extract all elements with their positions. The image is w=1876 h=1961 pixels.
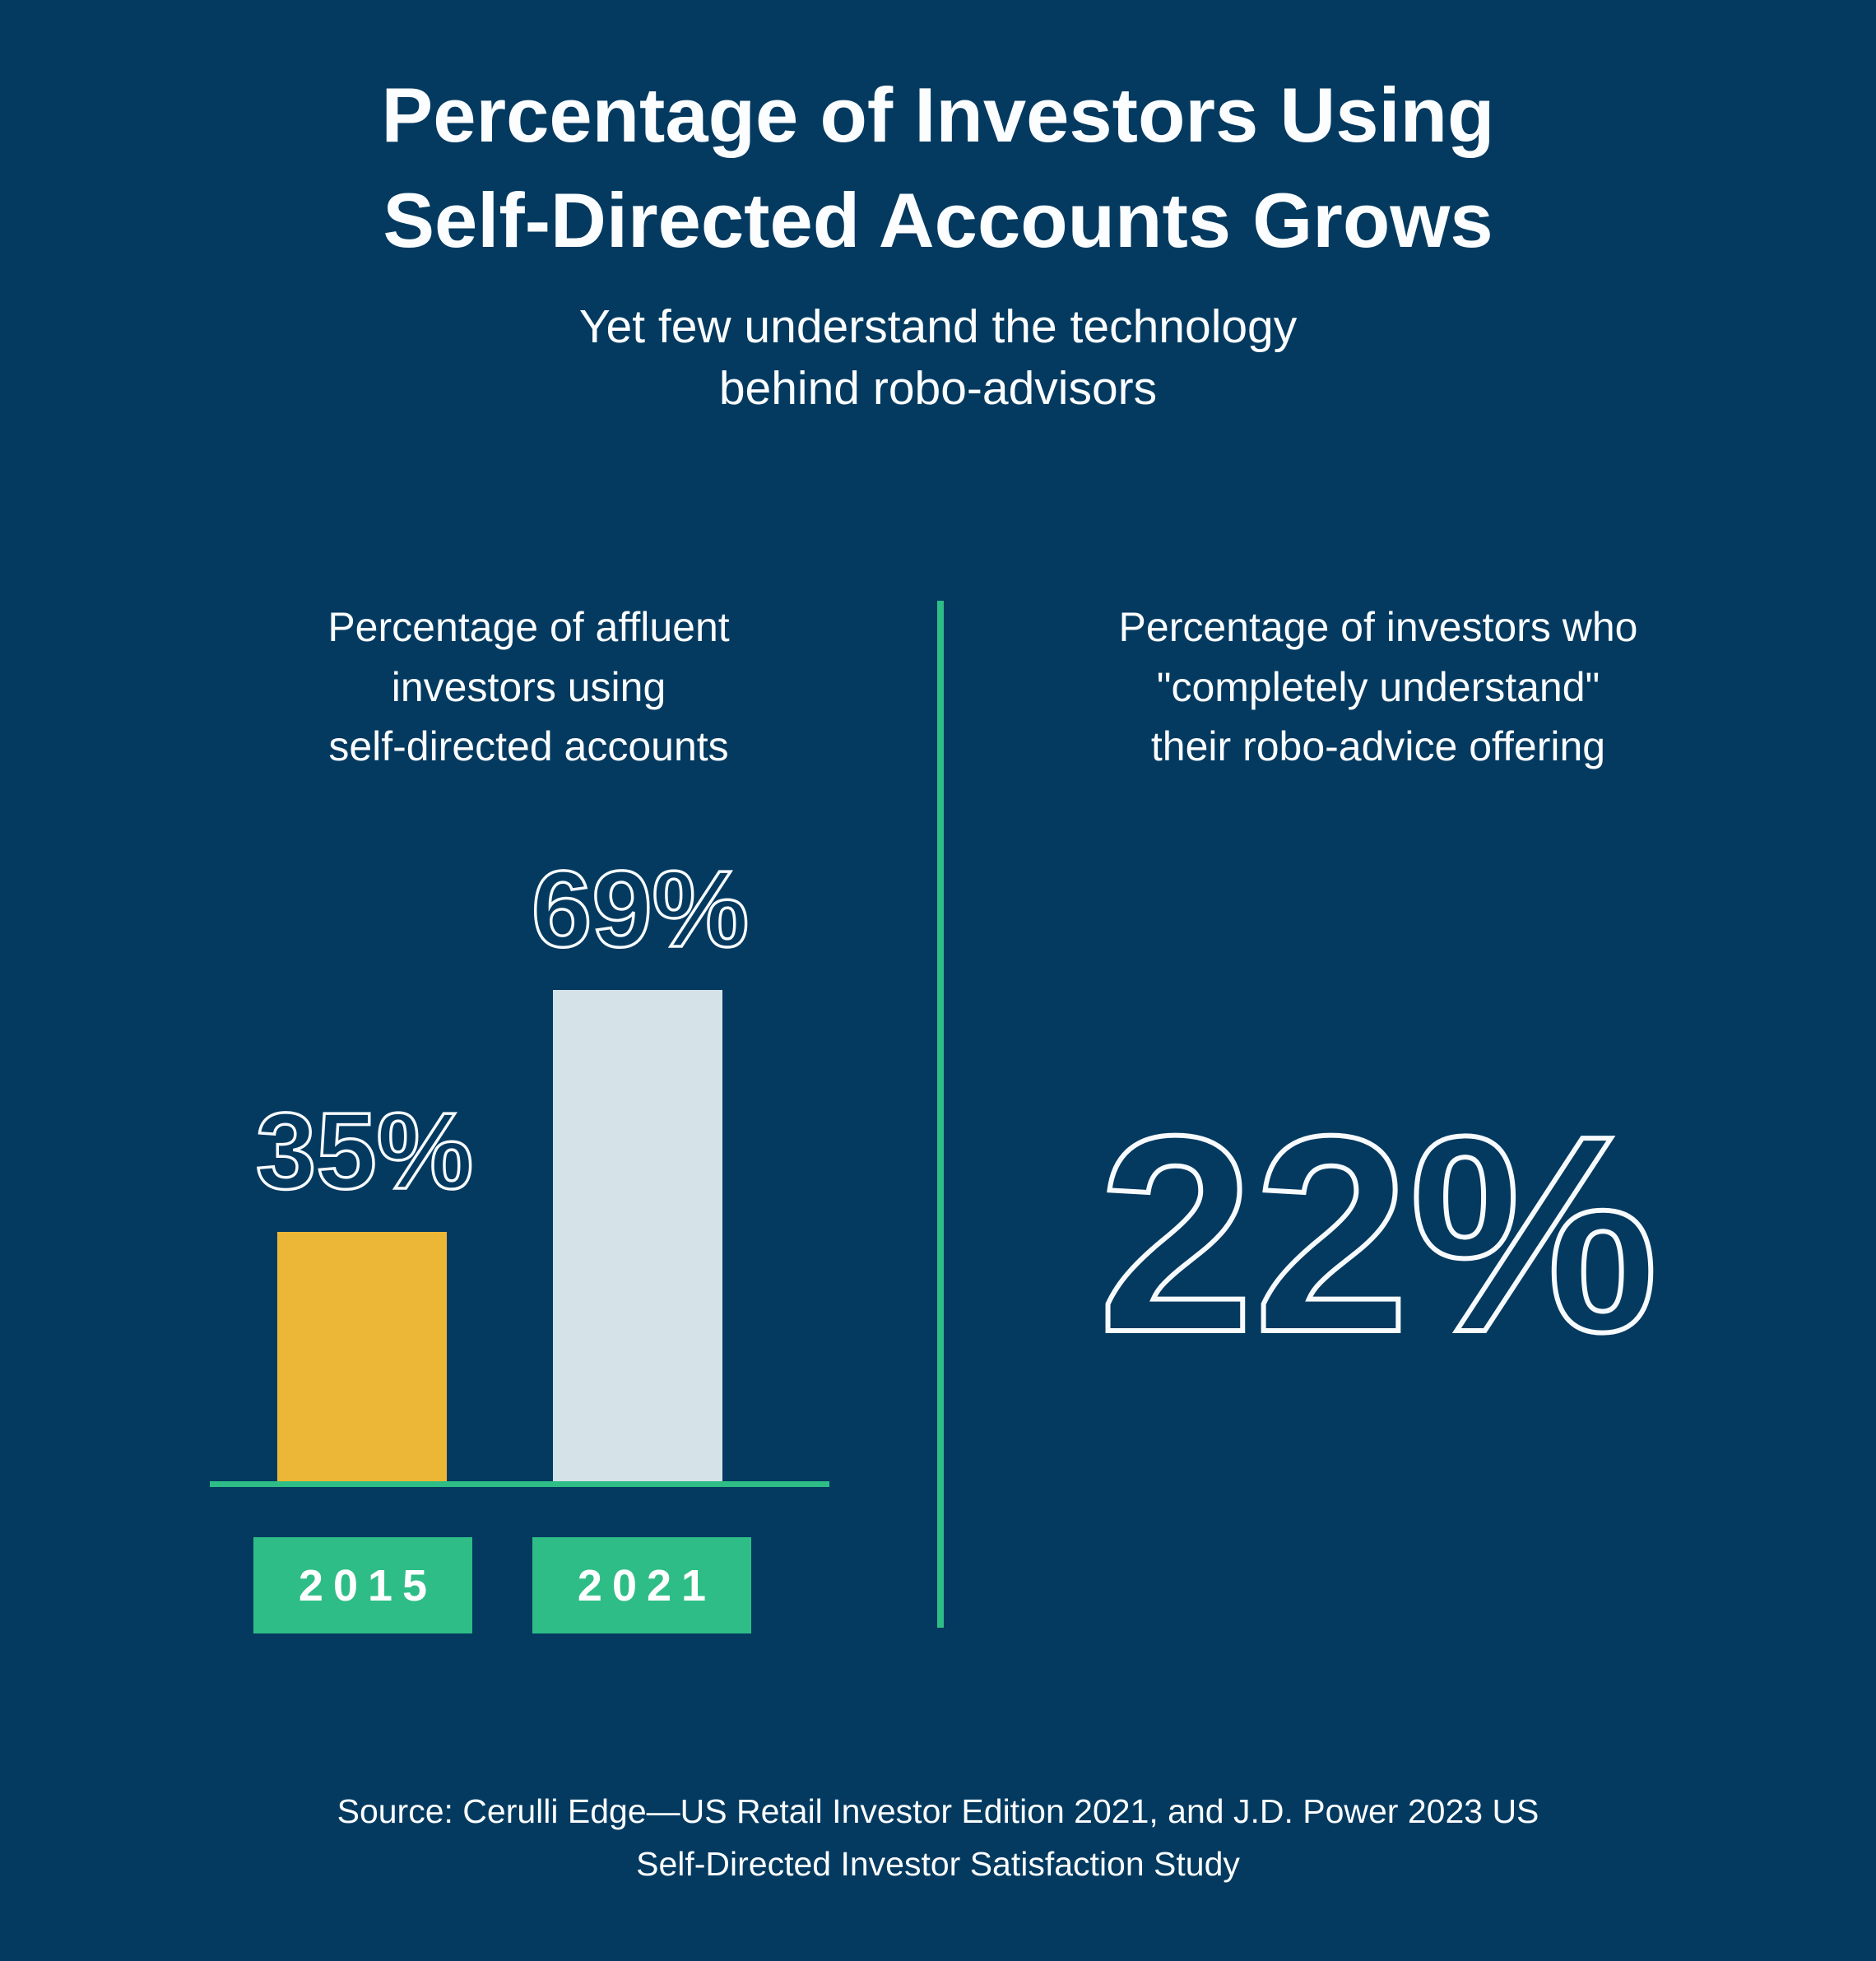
column-divider bbox=[937, 601, 944, 1628]
page-title: Percentage of Investors Using Self-Direc… bbox=[0, 63, 1876, 273]
source-line-1: Source: Cerulli Edge—US Retail Investor … bbox=[337, 1792, 1539, 1830]
right-column-heading: Percentage of investors who "completely … bbox=[996, 597, 1761, 777]
subtitle-line-2: behind robo-advisors bbox=[718, 362, 1158, 416]
page-subtitle: Yet few understand the technology behind… bbox=[0, 296, 1876, 420]
stat-22-percent: 22% bbox=[1096, 1078, 1661, 1391]
right-heading-line-2: "completely understand" bbox=[1156, 663, 1600, 710]
year-label-2021-text: 2021 bbox=[577, 1560, 717, 1610]
right-heading-line-1: Percentage of investors who bbox=[1118, 604, 1638, 650]
year-label-2015-text: 2015 bbox=[298, 1560, 438, 1610]
right-heading-line-3: their robo-advice offering bbox=[1150, 723, 1606, 769]
bar-2015 bbox=[277, 1232, 447, 1481]
title-line-1: Percentage of Investors Using bbox=[381, 72, 1495, 158]
year-label-2015: 2015 bbox=[253, 1537, 472, 1633]
source-note: Source: Cerulli Edge—US Retail Investor … bbox=[0, 1786, 1876, 1890]
left-heading-line-1: Percentage of affluent bbox=[327, 604, 730, 650]
chart-baseline bbox=[210, 1481, 829, 1487]
title-line-2: Self-Directed Accounts Grows bbox=[383, 176, 1493, 263]
left-heading-line-3: self-directed accounts bbox=[328, 723, 729, 769]
subtitle-line-1: Yet few understand the technology bbox=[578, 300, 1298, 353]
year-label-2021: 2021 bbox=[532, 1537, 751, 1633]
bar-value-label-2021: 69% bbox=[530, 848, 750, 970]
source-line-2: Self-Directed Investor Satisfaction Stud… bbox=[636, 1844, 1240, 1883]
left-heading-line-2: investors using bbox=[391, 663, 666, 710]
bar-2021 bbox=[553, 990, 722, 1481]
left-column-heading: Percentage of affluent investors using s… bbox=[132, 597, 926, 777]
bar-value-label-2015: 35% bbox=[254, 1090, 475, 1212]
